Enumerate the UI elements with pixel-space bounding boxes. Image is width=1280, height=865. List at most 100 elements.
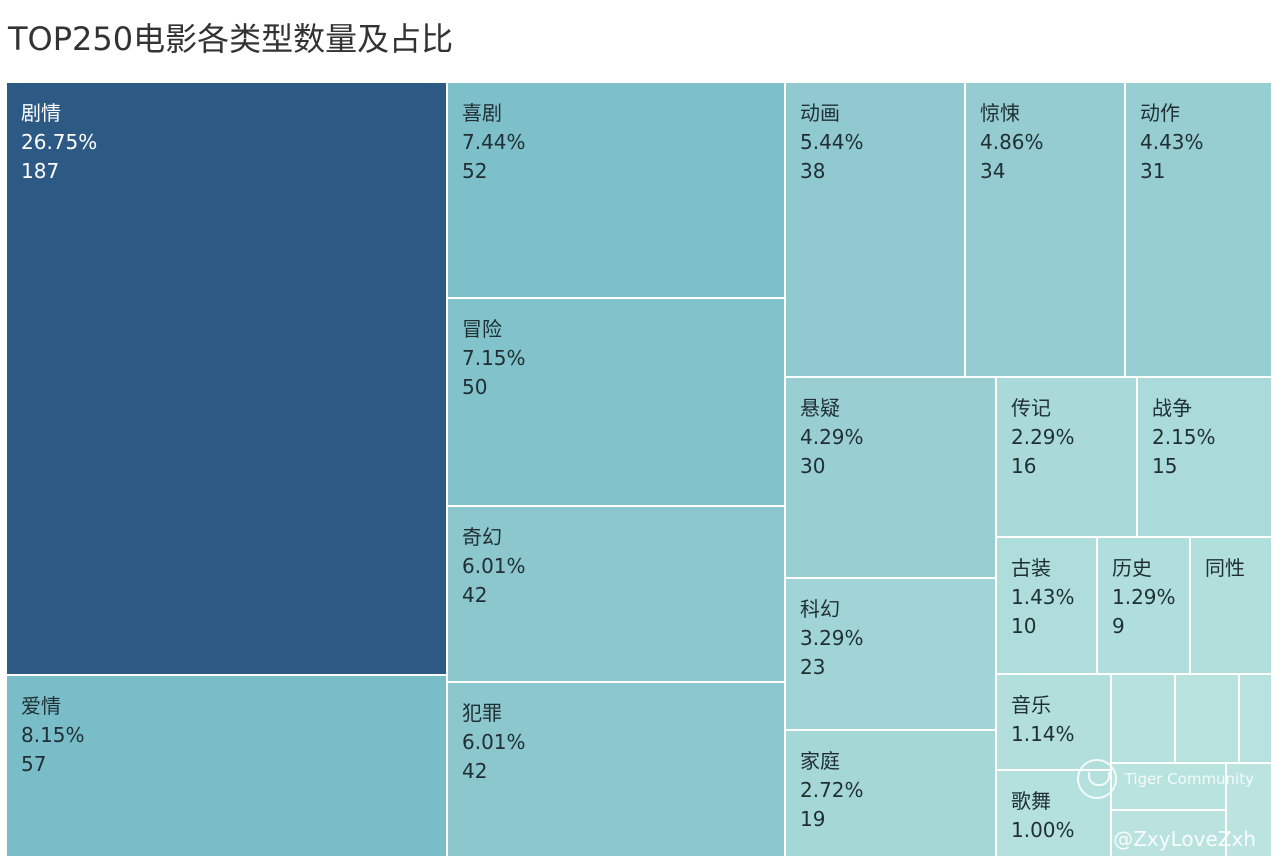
tile-count: 38 (800, 159, 826, 183)
tile-percent: 1.14% (1011, 722, 1075, 746)
treemap-tile: 剧情 26.75% 187 (7, 83, 448, 676)
treemap-tile: 古装 1.43% 10 (997, 538, 1098, 675)
treemap-tile (1240, 675, 1273, 764)
tile-count: 15 (1152, 454, 1178, 478)
treemap-tile (1176, 675, 1240, 764)
tile-percent: 2.15% (1152, 425, 1216, 449)
tile-name: 传记 (1011, 396, 1051, 420)
tile-name: 古装 (1011, 556, 1051, 580)
treemap-tile (1112, 811, 1227, 858)
treemap-tile: 爱情 8.15% 57 (7, 676, 448, 858)
chart-title: TOP250电影各类型数量及占比 (8, 20, 454, 58)
tile-count: 16 (1011, 454, 1037, 478)
tile-name: 剧情 (21, 101, 61, 125)
tile-name: 战争 (1152, 396, 1192, 420)
tile-name: 歌舞 (1011, 789, 1051, 813)
tile-label: 音乐 1.14% (1011, 691, 1075, 749)
tile-percent: 26.75% (21, 130, 98, 154)
tile-count: 10 (1011, 614, 1037, 638)
tile-label: 犯罪 6.01% 42 (462, 699, 526, 786)
tile-name: 悬疑 (800, 396, 840, 420)
tile-count: 187 (21, 159, 60, 183)
tile-percent: 1.29% (1112, 585, 1176, 609)
treemap-tile: 喜剧 7.44% 52 (448, 83, 786, 299)
tile-name: 惊悚 (980, 101, 1020, 125)
treemap: 剧情 26.75% 187 爱情 8.15% 57 喜剧 7.44% 52 冒险 7.15% 50 奇幻… (7, 83, 1273, 858)
tile-name: 动作 (1140, 101, 1180, 125)
tile-name: 冒险 (462, 317, 502, 341)
treemap-tile: 奇幻 6.01% 42 (448, 507, 786, 683)
treemap-tile: 历史 1.29% 9 (1098, 538, 1191, 675)
tile-name: 奇幻 (462, 525, 502, 549)
tile-percent: 6.01% (462, 554, 526, 578)
treemap-tile: 冒险 7.15% 50 (448, 299, 786, 507)
tile-label: 家庭 2.72% 19 (800, 747, 864, 834)
tile-label: 历史 1.29% 9 (1112, 554, 1176, 641)
tile-label: 同性 (1205, 554, 1245, 583)
treemap-tile: 同性 (1191, 538, 1273, 675)
tile-percent: 1.43% (1011, 585, 1075, 609)
tile-label: 传记 2.29% 16 (1011, 394, 1075, 481)
watermark-handle: @ZxyLoveZxh (1113, 827, 1256, 851)
tile-count: 42 (462, 759, 488, 783)
treemap-tile: 动画 5.44% 38 (786, 83, 966, 378)
tile-name: 爱情 (21, 694, 61, 718)
tile-label: 动作 4.43% 31 (1140, 99, 1204, 186)
tile-label: 惊悚 4.86% 34 (980, 99, 1044, 186)
treemap-tile (1112, 764, 1227, 811)
tile-percent: 1.00% (1011, 818, 1075, 842)
tile-count: 30 (800, 454, 826, 478)
tile-count: 42 (462, 583, 488, 607)
treemap-tile: 家庭 2.72% 19 (786, 731, 997, 858)
tile-count: 57 (21, 752, 47, 776)
tile-name: 动画 (800, 101, 840, 125)
tile-label: 战争 2.15% 15 (1152, 394, 1216, 481)
tile-count: 50 (462, 375, 488, 399)
tile-label: 冒险 7.15% 50 (462, 315, 526, 402)
tile-label: 悬疑 4.29% 30 (800, 394, 864, 481)
treemap-tile: 传记 2.29% 16 (997, 378, 1138, 538)
tile-name: 同性 (1205, 556, 1245, 580)
tile-label: 剧情 26.75% 187 (21, 99, 97, 186)
tile-percent: 2.29% (1011, 425, 1075, 449)
tile-label: 喜剧 7.44% 52 (462, 99, 526, 186)
tile-label: 古装 1.43% 10 (1011, 554, 1075, 641)
tile-name: 科幻 (800, 597, 840, 621)
tile-percent: 7.15% (462, 346, 526, 370)
tile-name: 家庭 (800, 749, 840, 773)
tile-count: 23 (800, 655, 826, 679)
tile-name: 历史 (1112, 556, 1152, 580)
tile-percent: 4.29% (800, 425, 864, 449)
tile-percent: 2.72% (800, 778, 864, 802)
watermark-brand: Tiger Community (1124, 770, 1254, 788)
tile-count: 31 (1140, 159, 1166, 183)
tile-name: 喜剧 (462, 101, 502, 125)
tile-label: 动画 5.44% 38 (800, 99, 864, 186)
treemap-tile: 科幻 3.29% 23 (786, 579, 997, 731)
tile-percent: 7.44% (462, 130, 526, 154)
treemap-tile: 音乐 1.14% (997, 675, 1112, 771)
tile-count: 9 (1112, 614, 1125, 638)
tile-count: 19 (800, 807, 826, 831)
tile-percent: 4.86% (980, 130, 1044, 154)
tile-count: 52 (462, 159, 488, 183)
tile-percent: 4.43% (1140, 130, 1204, 154)
treemap-tile: 惊悚 4.86% 34 (966, 83, 1126, 378)
treemap-tile: 战争 2.15% 15 (1138, 378, 1273, 538)
treemap-tile (1227, 764, 1273, 858)
tile-label: 爱情 8.15% 57 (21, 692, 85, 779)
tile-count: 34 (980, 159, 1006, 183)
tiger-logo-icon (1076, 759, 1117, 799)
tile-percent: 6.01% (462, 730, 526, 754)
tile-label: 歌舞 1.00% (1011, 787, 1075, 845)
treemap-tile: 动作 4.43% 31 (1126, 83, 1273, 378)
tile-label: 奇幻 6.01% 42 (462, 523, 526, 610)
watermark: Tiger Community (1076, 759, 1254, 799)
tile-name: 犯罪 (462, 701, 502, 725)
tile-name: 音乐 (1011, 693, 1051, 717)
treemap-tile: 悬疑 4.29% 30 (786, 378, 997, 579)
tile-percent: 8.15% (21, 723, 85, 747)
treemap-tile (1112, 675, 1176, 764)
tile-percent: 3.29% (800, 626, 864, 650)
tile-label: 科幻 3.29% 23 (800, 595, 864, 682)
